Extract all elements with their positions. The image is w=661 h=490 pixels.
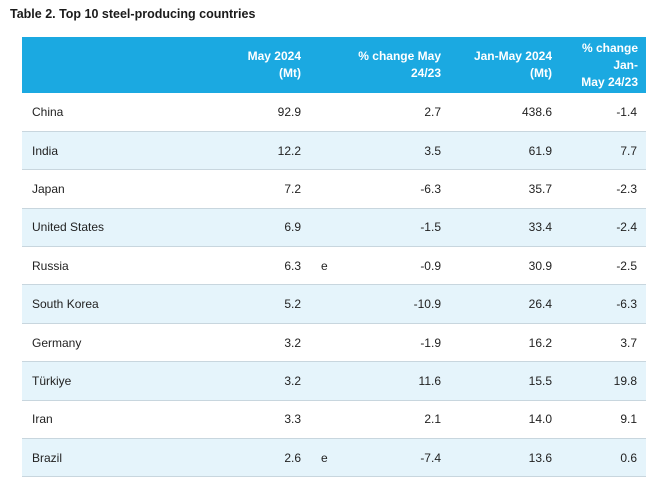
header-pct-change-may: % change May 24/23 <box>334 37 449 93</box>
pct-change-jan-may-cell: -2.5 <box>560 246 646 286</box>
pct-change-may-cell: 11.6 <box>334 361 449 401</box>
table-row: United States 6.9 -1.5 33.4 -2.4 <box>22 208 646 248</box>
pct-change-may-cell: -10.9 <box>334 284 449 324</box>
estimate-note-cell <box>309 93 334 132</box>
country-cell: United States <box>22 208 198 248</box>
may-2024-cell: 6.9 <box>198 208 309 248</box>
jan-may-2024-cell: 15.5 <box>449 361 560 401</box>
may-2024-cell: 3.2 <box>198 323 309 363</box>
jan-may-2024-cell: 26.4 <box>449 284 560 324</box>
pct-change-jan-may-cell: 3.7 <box>560 323 646 363</box>
steel-table: May 2024 (Mt) % change May 24/23 Jan-May 2… <box>22 37 646 478</box>
pct-change-may-cell: -0.9 <box>334 246 449 286</box>
header-note <box>309 37 334 93</box>
table-row: South Korea 5.2 -10.9 26.4 -6.3 <box>22 284 646 324</box>
table-row: Türkiye 3.2 11.6 15.5 19.8 <box>22 361 646 401</box>
estimate-note-cell <box>309 169 334 209</box>
header-pct-change-jan-may: % change Jan- May 24/23 <box>560 37 646 93</box>
jan-may-2024-cell: 33.4 <box>449 208 560 248</box>
may-2024-cell: 12.2 <box>198 131 309 171</box>
estimate-note-cell <box>309 208 334 248</box>
country-cell: India <box>22 131 198 171</box>
country-cell: Russia <box>22 246 198 286</box>
pct-change-jan-may-cell: 0.6 <box>560 438 646 478</box>
jan-may-2024-cell: 14.0 <box>449 400 560 440</box>
country-cell: Germany <box>22 323 198 363</box>
table-header-row: May 2024 (Mt) % change May 24/23 Jan-May 2… <box>22 37 646 93</box>
table-row: Russia 6.3 e -0.9 30.9 -2.5 <box>22 246 646 286</box>
header-label: % change May 24/23 <box>358 49 441 80</box>
header-may-2024: May 2024 (Mt) <box>198 37 309 93</box>
pct-change-jan-may-cell: -1.4 <box>560 93 646 132</box>
estimate-note-cell <box>309 131 334 171</box>
country-cell: China <box>22 93 198 132</box>
estimate-note-cell <box>309 361 334 401</box>
pct-change-jan-may-cell: 9.1 <box>560 400 646 440</box>
jan-may-2024-cell: 35.7 <box>449 169 560 209</box>
header-label: % change Jan- May 24/23 <box>581 40 638 89</box>
country-cell: South Korea <box>22 284 198 324</box>
pct-change-may-cell: 3.5 <box>334 131 449 171</box>
may-2024-cell: 5.2 <box>198 284 309 324</box>
table-row: China 92.9 2.7 438.6 -1.4 <box>22 93 646 132</box>
estimate-note-cell <box>309 323 334 363</box>
table-body: China 92.9 2.7 438.6 -1.4 India 12.2 3.5 61.9 7.7… <box>22 93 646 478</box>
pct-change-may-cell: -7.4 <box>334 438 449 478</box>
table-row: Germany 3.2 -1.9 16.2 3.7 <box>22 323 646 363</box>
jan-may-2024-cell: 61.9 <box>449 131 560 171</box>
pct-change-jan-may-cell: 7.7 <box>560 131 646 171</box>
may-2024-cell: 3.2 <box>198 361 309 401</box>
country-cell: Brazil <box>22 438 198 478</box>
estimate-note-cell: e <box>309 438 334 478</box>
header-jan-may-2024: Jan-May 2024 (Mt) <box>449 37 560 93</box>
pct-change-may-cell: 2.1 <box>334 400 449 440</box>
table-row: Brazil 2.6 e -7.4 13.6 0.6 <box>22 438 646 478</box>
may-2024-cell: 2.6 <box>198 438 309 478</box>
pct-change-may-cell: -1.9 <box>334 323 449 363</box>
jan-may-2024-cell: 13.6 <box>449 438 560 478</box>
header-label: May 2024 (Mt) <box>247 49 301 80</box>
may-2024-cell: 3.3 <box>198 400 309 440</box>
pct-change-may-cell: -6.3 <box>334 169 449 209</box>
pct-change-jan-may-cell: -6.3 <box>560 284 646 324</box>
estimate-note-cell: e <box>309 246 334 286</box>
estimate-note-cell <box>309 400 334 440</box>
may-2024-cell: 6.3 <box>198 246 309 286</box>
header-label: Jan-May 2024 (Mt) <box>473 49 552 80</box>
may-2024-cell: 7.2 <box>198 169 309 209</box>
pct-change-may-cell: 2.7 <box>334 93 449 132</box>
header-country <box>22 37 198 93</box>
pct-change-jan-may-cell: 19.8 <box>560 361 646 401</box>
jan-may-2024-cell: 30.9 <box>449 246 560 286</box>
table-title: Table 2. Top 10 steel-producing countrie… <box>10 7 256 21</box>
may-2024-cell: 92.9 <box>198 93 309 132</box>
country-cell: Japan <box>22 169 198 209</box>
pct-change-may-cell: -1.5 <box>334 208 449 248</box>
table-row: Japan 7.2 -6.3 35.7 -2.3 <box>22 169 646 209</box>
pct-change-jan-may-cell: -2.3 <box>560 169 646 209</box>
country-cell: Iran <box>22 400 198 440</box>
estimate-note-cell <box>309 284 334 324</box>
jan-may-2024-cell: 438.6 <box>449 93 560 132</box>
country-cell: Türkiye <box>22 361 198 401</box>
table-row: Iran 3.3 2.1 14.0 9.1 <box>22 400 646 440</box>
table-row: India 12.2 3.5 61.9 7.7 <box>22 131 646 171</box>
pct-change-jan-may-cell: -2.4 <box>560 208 646 248</box>
jan-may-2024-cell: 16.2 <box>449 323 560 363</box>
